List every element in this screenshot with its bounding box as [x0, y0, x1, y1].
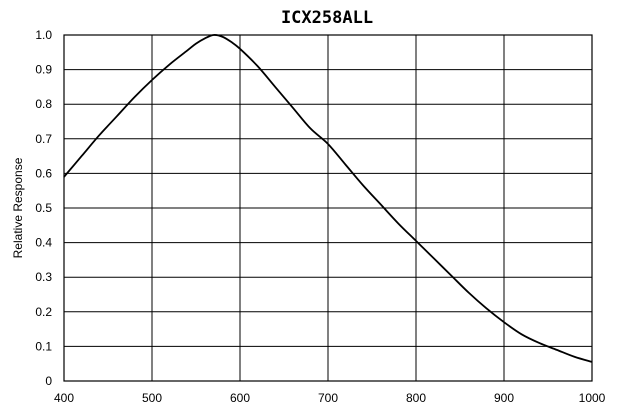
y-tick-label-1: 0.1 — [35, 339, 52, 353]
x-tick-label-0: 400 — [54, 391, 74, 405]
x-tick-label-2: 600 — [230, 391, 250, 405]
x-tick-label-4: 800 — [406, 391, 426, 405]
series-lines — [63, 34, 593, 363]
x-tick-label-1: 500 — [142, 391, 162, 405]
y-tick-label-7: 0.7 — [35, 132, 52, 146]
y-axis-tick-labels: 0 0.1 0.2 0.3 0.4 0.5 0.6 0.7 0.8 0.9 1.0 — [35, 28, 52, 388]
grid-lines — [64, 35, 592, 381]
y-axis-title: Relative Response — [11, 157, 25, 258]
plot-border — [63, 34, 593, 382]
y-tick-label-5: 0.5 — [35, 201, 52, 215]
plot-frame — [63, 34, 593, 382]
x-tick-label-5: 900 — [494, 391, 514, 405]
y-tick-label-6: 0.6 — [35, 166, 52, 180]
y-tick-label-4: 0.4 — [35, 236, 52, 250]
x-tick-label-3: 700 — [318, 391, 338, 405]
y-tick-label-2: 0.2 — [35, 305, 52, 319]
y-tick-label-3: 0.3 — [35, 270, 52, 284]
x-axis-tick-labels: 400 500 600 700 800 900 1000 — [54, 391, 606, 405]
x-tick-label-6: 1000 — [579, 391, 606, 405]
y-tick-label-9: 0.9 — [35, 63, 52, 77]
y-tick-label-0: 0 — [45, 374, 52, 388]
chart-title: ICX258ALL — [281, 8, 373, 28]
y-tick-label-10: 1.0 — [35, 28, 52, 42]
series-line-0 — [63, 34, 593, 363]
y-tick-label-8: 0.8 — [35, 97, 52, 111]
